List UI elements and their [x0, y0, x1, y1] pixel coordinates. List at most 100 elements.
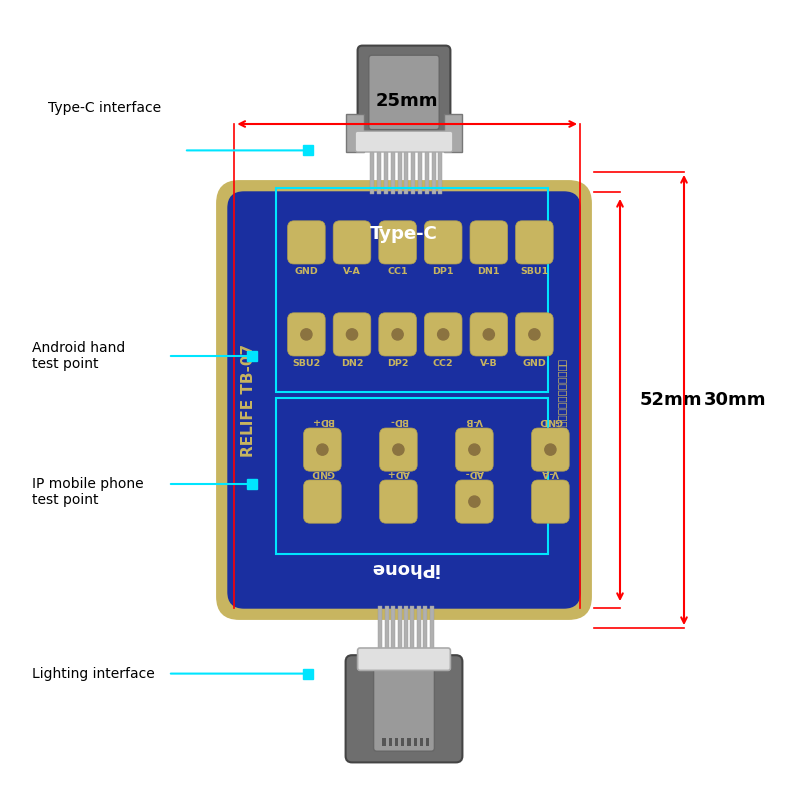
Bar [438, 142, 442, 194]
Text: 30mm: 30mm [704, 391, 766, 409]
FancyBboxPatch shape [470, 221, 508, 264]
Bar [405, 142, 409, 194]
Text: Android hand
test point: Android hand test point [32, 341, 126, 371]
Bar [395, 738, 398, 746]
Circle shape [317, 444, 328, 455]
Text: SBU2: SBU2 [292, 359, 321, 368]
FancyBboxPatch shape [379, 428, 418, 471]
Text: V-B: V-B [466, 416, 483, 425]
Circle shape [529, 329, 540, 340]
Text: Type-C interface: Type-C interface [48, 101, 161, 115]
Text: SBU1: SBU1 [520, 267, 549, 276]
Bar [382, 738, 386, 746]
FancyBboxPatch shape [532, 480, 570, 523]
Bar [420, 738, 423, 746]
Text: GND: GND [310, 468, 334, 477]
FancyBboxPatch shape [516, 313, 554, 356]
Bar [385, 606, 389, 660]
FancyBboxPatch shape [369, 55, 439, 130]
Bar [418, 142, 422, 194]
Circle shape [469, 444, 480, 455]
Bar [423, 606, 427, 660]
Text: V-A: V-A [542, 468, 559, 477]
Text: 52mm: 52mm [640, 391, 702, 409]
FancyBboxPatch shape [358, 648, 450, 670]
Bar [370, 142, 374, 194]
Bar [417, 606, 421, 660]
Circle shape [469, 496, 480, 507]
Bar [444, 114, 462, 152]
Circle shape [483, 329, 494, 340]
Bar [346, 114, 364, 152]
FancyBboxPatch shape [516, 221, 554, 264]
Bar [389, 738, 392, 746]
FancyBboxPatch shape [379, 313, 416, 356]
FancyBboxPatch shape [333, 313, 370, 356]
Text: IP mobile phone
test point: IP mobile phone test point [32, 477, 144, 507]
Bar [378, 606, 382, 660]
Bar [378, 142, 382, 194]
Text: DN2: DN2 [341, 359, 363, 368]
Circle shape [545, 444, 556, 455]
FancyBboxPatch shape [358, 46, 450, 139]
FancyBboxPatch shape [425, 221, 462, 264]
FancyBboxPatch shape [346, 655, 462, 762]
FancyBboxPatch shape [456, 480, 493, 523]
Bar [276, 398, 548, 554]
Bar [401, 738, 404, 746]
Bar [414, 738, 417, 746]
Bar [398, 142, 402, 194]
FancyBboxPatch shape [288, 313, 325, 356]
Bar [404, 606, 408, 660]
FancyBboxPatch shape [470, 313, 508, 356]
FancyBboxPatch shape [456, 428, 493, 471]
FancyBboxPatch shape [374, 665, 434, 751]
Bar [407, 738, 410, 746]
Text: 25mm: 25mm [376, 92, 438, 110]
Text: GND: GND [522, 359, 546, 368]
FancyBboxPatch shape [379, 480, 418, 523]
Bar [391, 142, 395, 194]
Text: GND: GND [538, 416, 562, 425]
FancyBboxPatch shape [228, 192, 580, 608]
Text: V-A: V-A [343, 267, 361, 276]
Circle shape [346, 329, 358, 340]
Bar [432, 142, 436, 194]
FancyBboxPatch shape [532, 428, 570, 471]
Text: DP1: DP1 [433, 267, 454, 276]
FancyBboxPatch shape [333, 221, 370, 264]
FancyBboxPatch shape [303, 428, 341, 471]
FancyBboxPatch shape [425, 313, 462, 356]
Text: BD+: BD+ [311, 416, 334, 425]
Circle shape [392, 329, 403, 340]
Bar [411, 142, 415, 194]
Bar [276, 188, 548, 392]
FancyBboxPatch shape [217, 181, 591, 619]
Text: 免拆苹果安卓手机尾插测试板: 免拆苹果安卓手机尾插测试板 [558, 359, 567, 441]
Text: GND: GND [294, 267, 318, 276]
FancyBboxPatch shape [379, 221, 416, 264]
Bar [398, 606, 402, 660]
FancyBboxPatch shape [303, 480, 341, 523]
Text: DN1: DN1 [478, 267, 500, 276]
Text: Lighting interface: Lighting interface [32, 666, 154, 681]
Bar [384, 142, 388, 194]
Bar [430, 606, 434, 660]
Bar [391, 606, 395, 660]
Text: CC2: CC2 [433, 359, 454, 368]
Bar [425, 142, 429, 194]
Circle shape [393, 444, 404, 455]
Circle shape [301, 329, 312, 340]
Text: AD+: AD+ [386, 468, 410, 477]
Text: CC1: CC1 [387, 267, 408, 276]
Text: DP2: DP2 [387, 359, 408, 368]
Circle shape [438, 329, 449, 340]
FancyBboxPatch shape [288, 221, 325, 264]
Text: BD-: BD- [389, 416, 408, 425]
Text: AD-: AD- [465, 468, 484, 477]
Text: V-B: V-B [480, 359, 498, 368]
Text: iPhone: iPhone [370, 559, 438, 577]
Text: RELIFE TB-07: RELIFE TB-07 [242, 343, 256, 457]
FancyBboxPatch shape [355, 131, 453, 152]
Bar [426, 738, 430, 746]
